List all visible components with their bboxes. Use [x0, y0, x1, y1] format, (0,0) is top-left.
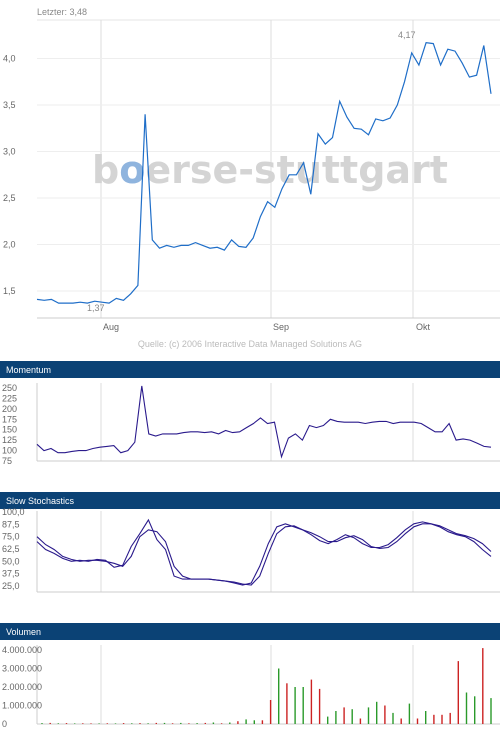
momentum-y-tick: 150 — [2, 425, 17, 435]
momentum-header — [0, 361, 500, 378]
stochastics-line-1 — [36, 523, 492, 586]
stochastics-header — [0, 492, 500, 509]
price-x-tick: Okt — [416, 322, 431, 332]
volume-y-tick: 2.000.000 — [2, 682, 42, 692]
volume-panel: Volumen 0 1.000.000 2.000.000 3.000.000 4.00… — [0, 623, 500, 729]
stochastics-line-0 — [36, 518, 492, 586]
stochastics-y-tick: 50,0 — [2, 556, 20, 566]
price-y-tick: 2,0 — [3, 240, 16, 250]
momentum-y-tick: 250 — [2, 383, 17, 393]
momentum-y-tick: 200 — [2, 404, 17, 414]
min-annotation: 1,37 — [87, 303, 105, 313]
stochastics-y-tick: 75,0 — [2, 532, 20, 542]
price-grid — [37, 20, 500, 319]
watermark-logo: boerse-stuttgart — [92, 148, 448, 192]
volume-grid: 0 1.000.000 2.000.000 3.000.000 4.000.000 — [2, 645, 500, 729]
momentum-y-tick: 100 — [2, 446, 17, 456]
price-y-axis: 1,5 2,0 2,5 3,0 3,5 4,0 — [3, 54, 16, 297]
volume-y-tick: 1.000.000 — [2, 701, 42, 711]
price-y-tick: 3,0 — [3, 147, 16, 157]
volume-y-tick: 3.000.000 — [2, 664, 42, 674]
momentum-series — [36, 385, 492, 459]
price-chart: Letzter: 3,48 boerse-stuttgart 4,17 1,37… — [3, 7, 500, 349]
stochastics-y-tick: 100,0 — [2, 507, 25, 517]
momentum-title: Momentum — [6, 365, 51, 375]
stochastics-y-tick: 37,5 — [2, 569, 20, 579]
momentum-y-tick: 225 — [2, 393, 17, 403]
volume-header — [0, 623, 500, 640]
stochastics-grid: 25,0 37,5 50,0 62,5 75,0 87,5 100,0 — [2, 507, 500, 593]
stochastics-y-tick: 62,5 — [2, 544, 20, 554]
price-x-tick: Aug — [103, 322, 119, 332]
momentum-line — [36, 385, 492, 459]
stochastics-panel: Slow Stochastics 25,0 37,5 50,0 62,5 75,0 87,… — [0, 492, 500, 593]
stochastics-series — [36, 518, 492, 586]
price-x-tick: Sep — [273, 322, 289, 332]
volume-y-tick: 0 — [2, 719, 7, 729]
max-annotation: 4,17 — [398, 30, 416, 40]
stochastics-title: Slow Stochastics — [6, 496, 75, 506]
volume-title: Volumen — [6, 627, 41, 637]
price-series — [36, 42, 492, 304]
price-y-tick: 4,0 — [3, 54, 16, 64]
watermark-prefix: b — [92, 148, 119, 192]
source-credit: Quelle: (c) 2006 Interactive Data Manage… — [138, 339, 362, 349]
volume-y-tick: 4.000.000 — [2, 645, 42, 655]
price-y-tick: 2,5 — [3, 193, 16, 203]
stochastics-y-tick: 25,0 — [2, 581, 20, 591]
volume-series — [41, 648, 492, 724]
price-y-tick: 1,5 — [3, 286, 16, 296]
price-y-tick: 3,5 — [3, 100, 16, 110]
momentum-y-tick: 75 — [2, 456, 12, 466]
price-x-axis: Aug Sep Okt — [103, 322, 431, 332]
momentum-y-tick: 175 — [2, 414, 17, 424]
last-price-label: Letzter: 3,48 — [37, 7, 87, 17]
momentum-y-tick: 125 — [2, 435, 17, 445]
price-line — [36, 42, 492, 304]
stochastics-y-tick: 87,5 — [2, 519, 20, 529]
watermark-suffix: erse-stuttgart — [145, 148, 448, 192]
watermark-o: o — [119, 148, 145, 192]
